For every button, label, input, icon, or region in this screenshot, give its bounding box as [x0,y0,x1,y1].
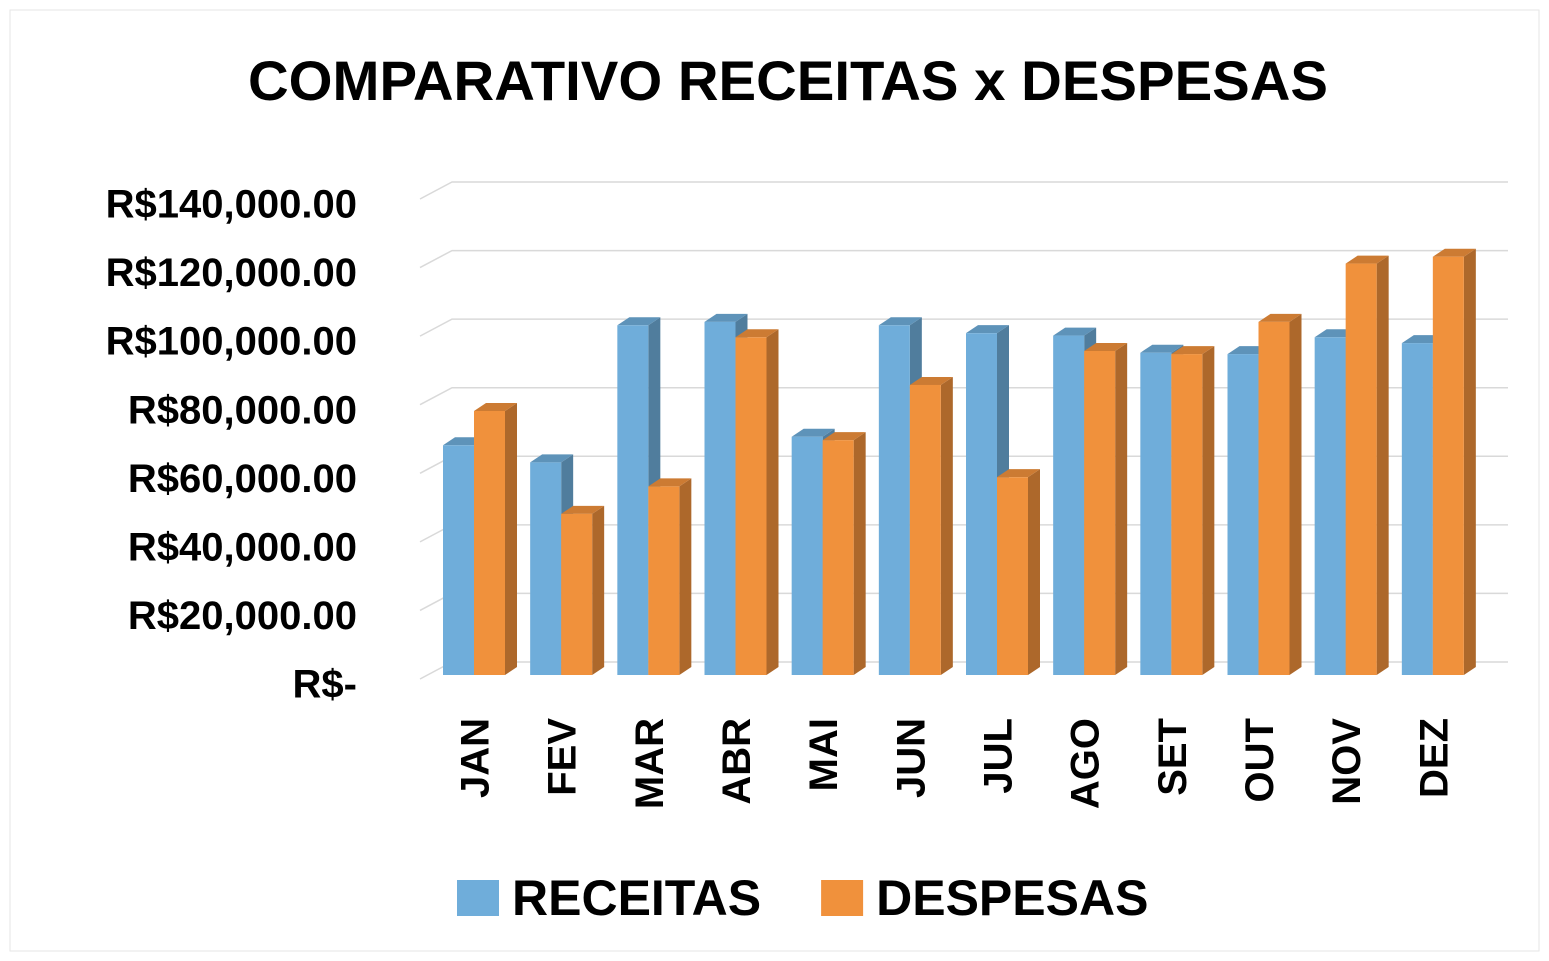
bar-top [617,317,661,326]
bar-front [997,477,1028,675]
bar-front [1084,351,1116,675]
x-tick-label: OUT [1238,718,1282,802]
x-tick-label: MAR [628,718,672,809]
grid-line [419,318,1508,337]
bar-top [966,325,1009,334]
x-tick-label: JAN [454,718,498,798]
bar-top [704,313,748,322]
bar-front [1314,337,1346,675]
bar-top [1084,343,1128,351]
bar-top [878,317,922,326]
bar-top [1258,313,1302,322]
bar-top [1171,346,1215,355]
bar [822,432,866,675]
y-tick-label: R$80,000.00 [128,388,357,432]
bar [1084,343,1128,675]
x-tick-label: ABR [715,718,759,805]
bar-front [1227,354,1259,675]
y-tick-label: R$40,000.00 [128,525,357,569]
bar-top [648,478,692,487]
bar-front [1053,335,1085,675]
bar-side [853,432,866,675]
bar-side [1115,343,1128,675]
chart-title: COMPARATIVO RECEITAS x DESPESAS [248,49,1328,112]
bar [735,329,779,675]
bar [1345,255,1389,676]
bar-top [909,376,953,385]
bar [997,469,1040,675]
bar [1258,313,1302,675]
bar-side [1202,346,1215,675]
bar-top [1053,327,1097,336]
bar-top [997,469,1040,478]
bar-side [592,505,605,675]
bar [561,505,605,675]
x-tick-label: DEZ [1412,718,1456,798]
y-tick-label: R$- [293,663,357,707]
bar-front [1140,352,1172,675]
y-tick-label: R$20,000.00 [128,594,357,638]
bar-front [1171,354,1203,675]
bar [474,403,517,675]
bar-top [1432,248,1476,257]
bar-front [966,333,997,675]
bar-front [822,440,854,675]
bar-front [878,325,910,675]
bar-side [679,478,692,675]
bar-side [1028,469,1040,675]
x-tick-label: FEV [541,718,585,796]
bar-side [505,403,517,675]
bar-front [1258,321,1290,675]
bar-side [1289,313,1302,675]
y-tick-label: R$120,000.00 [106,251,357,295]
x-tick-label: JUL [977,718,1021,794]
x-tick-label: JUN [889,718,933,798]
bar-front [1401,343,1433,675]
grid-line [419,249,1508,269]
bar-top [474,403,517,411]
bar-top [1140,344,1184,353]
bar-front [1345,263,1377,675]
bar-top [561,505,605,514]
x-tick-label: AGO [1064,718,1108,809]
y-tick-label: R$140,000.00 [106,183,357,227]
legend-label: DESPESAS [876,870,1148,926]
bar-top [791,428,835,437]
grid-line [419,181,1508,200]
y-tick-label: R$60,000.00 [128,457,357,501]
bar [648,478,692,675]
bar-front [704,321,736,675]
bar-front [735,337,767,675]
bar-front [617,325,649,675]
bar [1171,346,1215,675]
bar-top [735,329,779,338]
bar-front [561,513,593,675]
bar-front [909,384,941,675]
bar-front [1432,256,1464,675]
legend-label: RECEITAS [512,870,761,926]
bar [1432,248,1476,675]
bar-side [940,376,953,675]
bar-side [1463,248,1476,675]
bar-front [791,436,823,675]
bar-top [822,432,866,441]
bar-front [530,462,562,675]
bar-front [474,411,505,675]
x-tick-label: MAI [802,718,846,791]
bar-front [648,486,680,675]
x-tick-label: SET [1151,718,1195,796]
bar-top [530,454,574,463]
bar [909,376,953,675]
legend-swatch [821,880,864,916]
bar-front [443,445,474,675]
bar-side [1376,255,1389,676]
legend-swatch [457,880,499,916]
bar-side [766,329,779,675]
x-tick-label: NOV [1325,718,1369,805]
bar-top [1345,255,1389,264]
y-tick-label: R$100,000.00 [106,320,357,364]
